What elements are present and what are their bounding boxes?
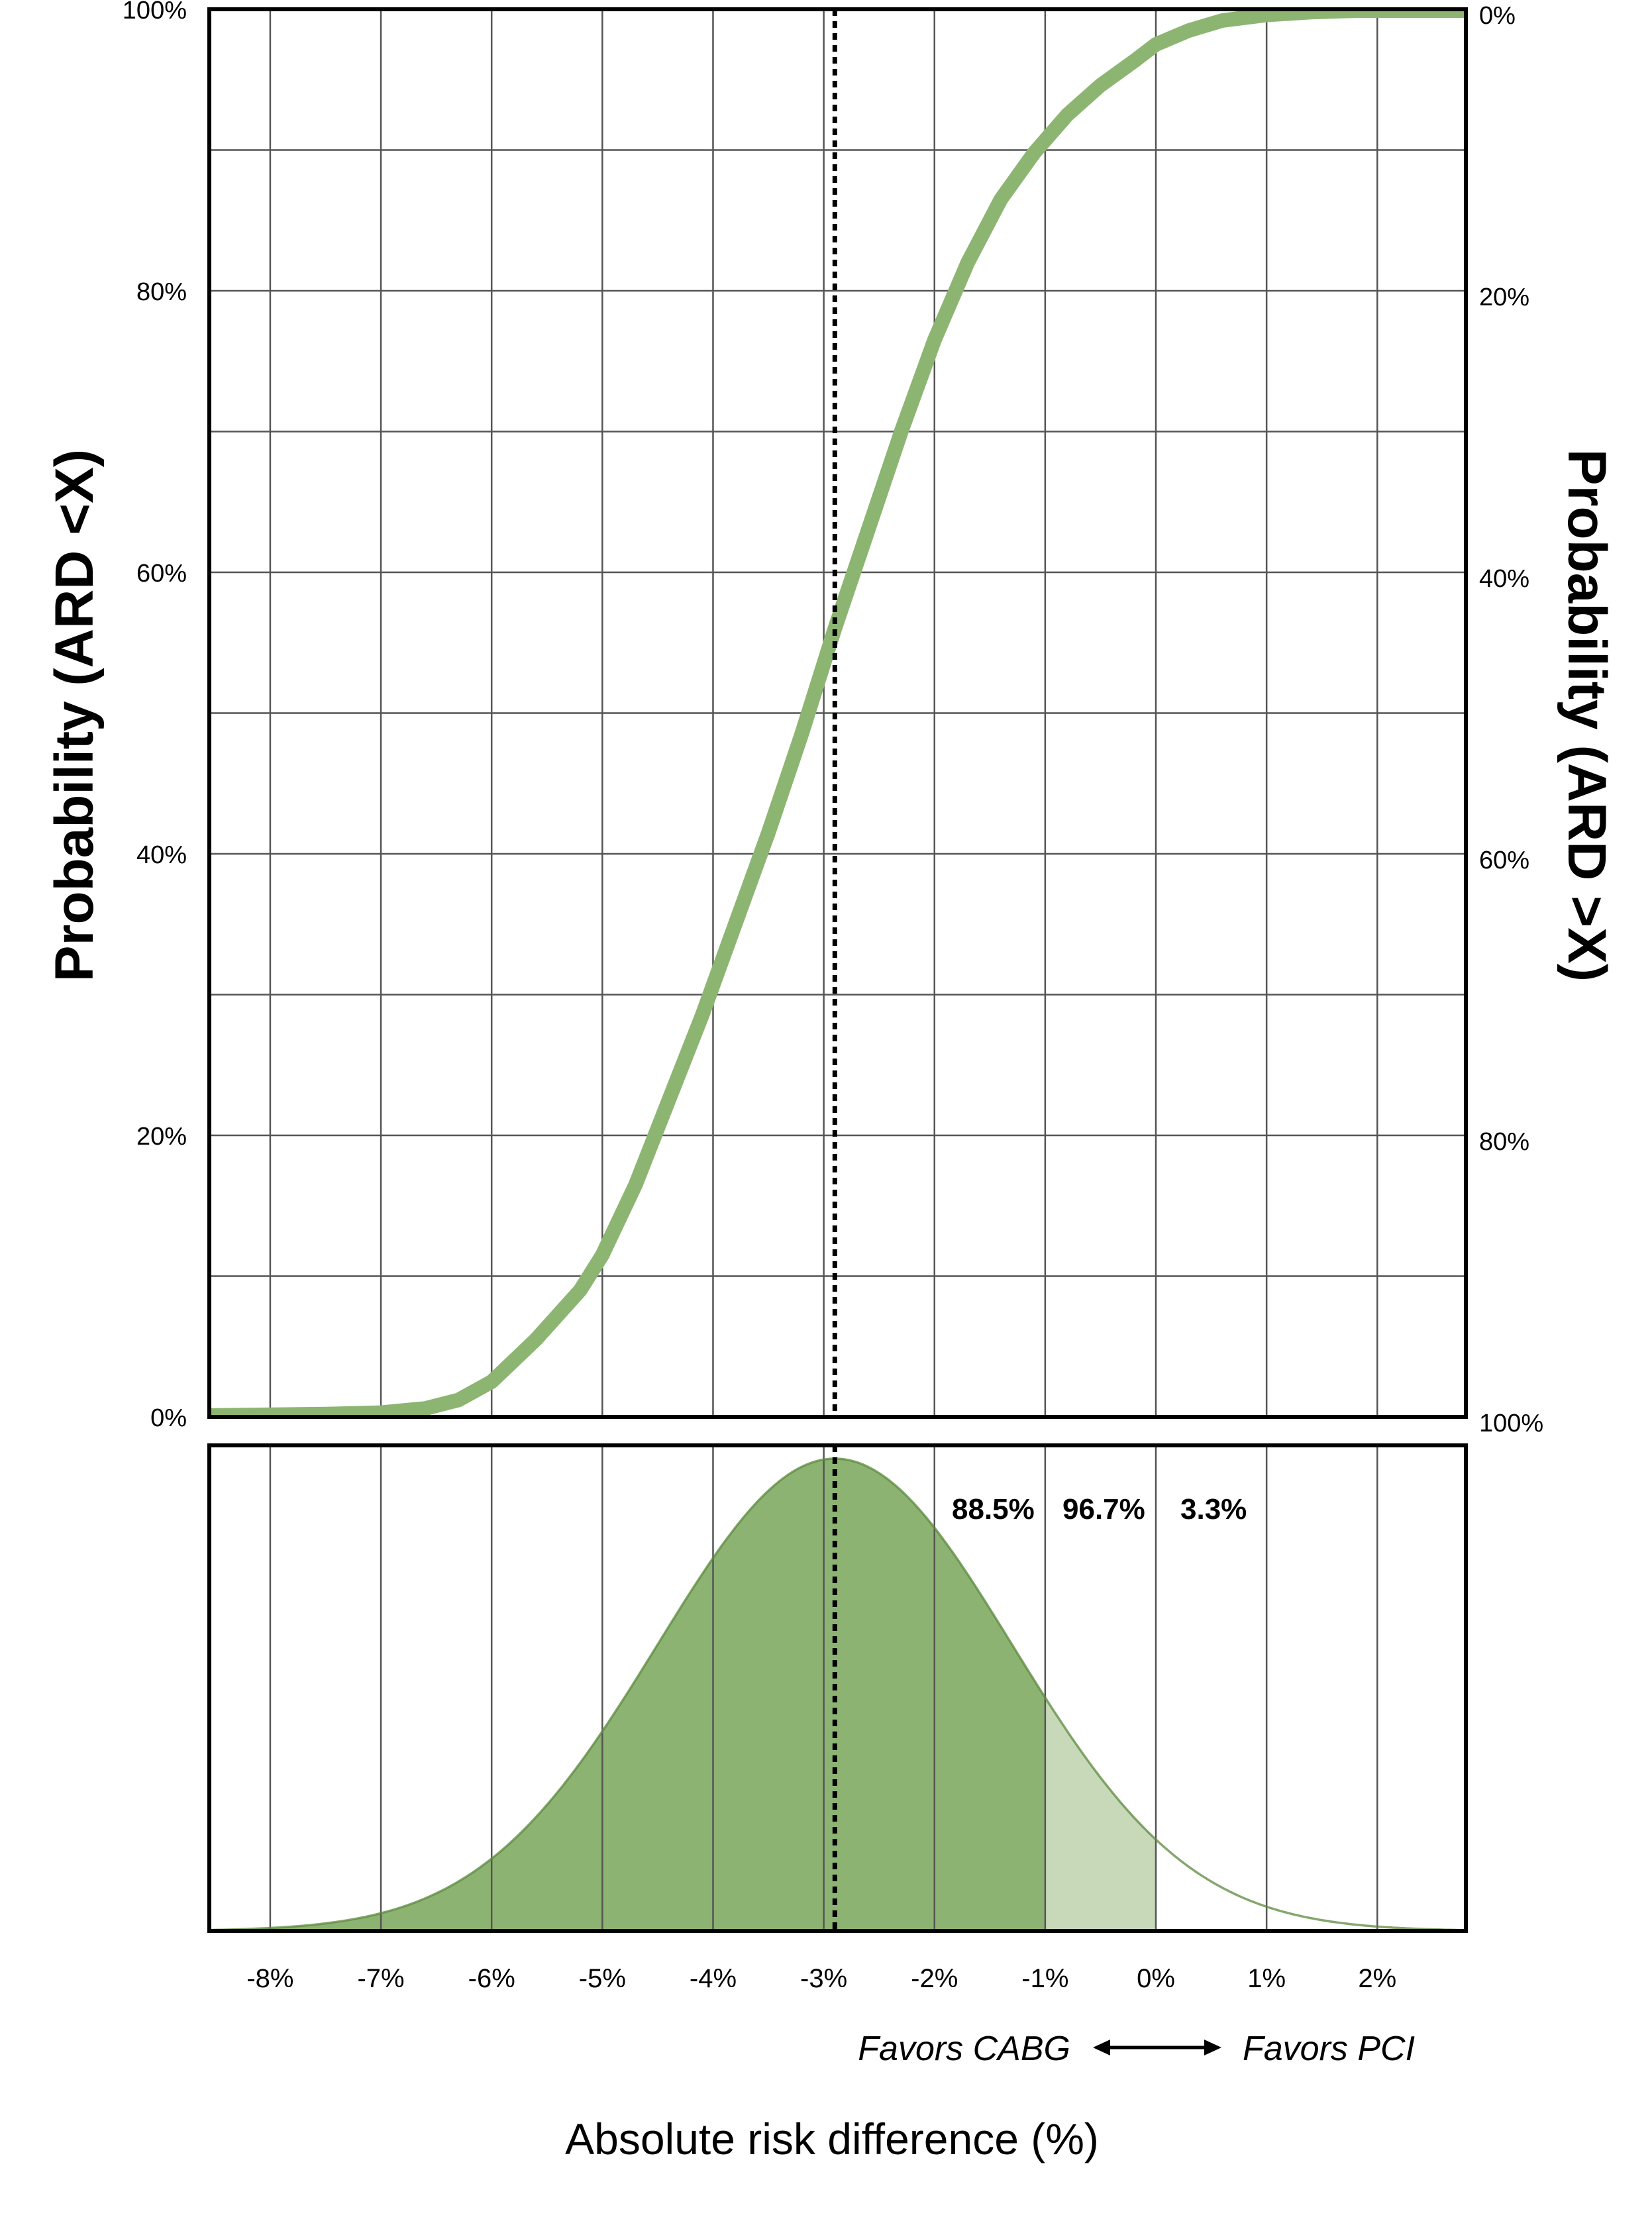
x-tick-label: -8%: [246, 1964, 293, 1993]
density-area-middle: [1045, 1697, 1156, 1931]
left-tick-label: 0%: [150, 1404, 187, 1432]
cumulative-probability-line: [209, 9, 1466, 1417]
top-gridlines: [209, 9, 1466, 1417]
left-tick-label: 40%: [136, 841, 187, 869]
right-tick-label: 0%: [1479, 2, 1516, 30]
left-axis-ticks: 0% 20% 40% 60% 80% 100%: [123, 0, 187, 1432]
x-axis-title: Absolute risk difference (%): [565, 2114, 1099, 2163]
region-label-1: 96.7%: [1062, 1493, 1145, 1526]
x-tick-label: -4%: [690, 1964, 737, 1993]
x-tick-label: -1%: [1021, 1964, 1068, 1993]
region-label-0: 88.5%: [952, 1493, 1035, 1526]
density-panel: -8% -7% -6% -5% -4% -3% -2% -1% 0% 1% 2% 88.5% 96.…: [207, 1443, 1468, 1993]
x-tick-label: -7%: [357, 1964, 404, 1993]
x-tick-label: 0%: [1137, 1964, 1175, 1993]
x-tick-label: 1%: [1247, 1964, 1286, 1993]
left-tick-label: 20%: [136, 1123, 187, 1151]
right-tick-label: 60%: [1479, 847, 1529, 874]
right-tick-label: 80%: [1479, 1128, 1529, 1156]
bottom-plot-frame: [207, 1443, 1468, 1933]
x-tick-label: -6%: [468, 1964, 515, 1993]
double-arrow-icon: [1093, 2040, 1221, 2055]
density-area-right: [1156, 1840, 1466, 1931]
x-axis-ticks: -8% -7% -6% -5% -4% -3% -2% -1% 0% 1% 2%: [246, 1964, 1396, 1993]
x-tick-label: -5%: [579, 1964, 626, 1993]
right-tick-label: 40%: [1479, 565, 1529, 593]
cumulative-panel: 0% 20% 40% 60% 80% 100% 100% 80% 60% 40% 20% 0%: [123, 0, 1543, 1437]
density-curve: [209, 1457, 1466, 1931]
right-tick-label: 20%: [1479, 284, 1529, 311]
right-axis-title: Probability (ARD >X): [1557, 449, 1617, 982]
left-tick-label: 100%: [123, 0, 187, 25]
left-tick-label: 80%: [136, 278, 187, 306]
x-tick-label: -3%: [800, 1964, 847, 1993]
favors-cabg-label: Favors CABG: [858, 2030, 1070, 2068]
left-axis-title: Probability (ARD <X): [44, 449, 105, 982]
right-tick-label: 100%: [1479, 1410, 1543, 1437]
favors-pci-label: Favors PCI: [1243, 2030, 1415, 2068]
x-tick-label: 2%: [1358, 1964, 1396, 1993]
right-axis-ticks: 100% 80% 60% 40% 20% 0%: [1479, 2, 1543, 1437]
top-plot-frame: [207, 7, 1468, 1419]
x-tick-label: -2%: [911, 1964, 958, 1993]
region-label-2: 3.3%: [1180, 1493, 1247, 1526]
left-tick-label: 60%: [136, 560, 187, 588]
